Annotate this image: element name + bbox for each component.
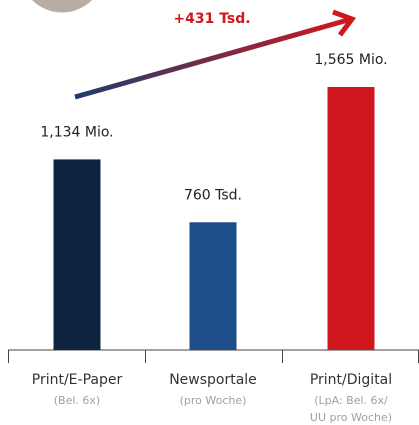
category-label: Print/Digital <box>309 372 393 388</box>
value-label: 760 Tsd. <box>184 187 242 203</box>
annotation: +431 Tsd. <box>173 11 250 27</box>
category-label: Newsportale <box>169 372 257 388</box>
category-sublabel: (pro Woche) <box>179 394 247 407</box>
category-sublabel: (Bel. 6x) <box>53 394 101 407</box>
bar <box>189 222 237 350</box>
arrow-head <box>332 9 357 37</box>
value-label: 1,565 Mio. <box>314 52 387 68</box>
bar <box>53 159 101 350</box>
bar <box>327 87 375 350</box>
value-label: 1,134 Mio. <box>40 124 113 140</box>
category-sublabel: (LpA: Bel. 6x/ UU pro Woche) <box>309 394 393 424</box>
trend-arrow <box>74 17 349 100</box>
avatar <box>27 0 97 16</box>
category-label: Print/E-Paper <box>31 372 123 388</box>
